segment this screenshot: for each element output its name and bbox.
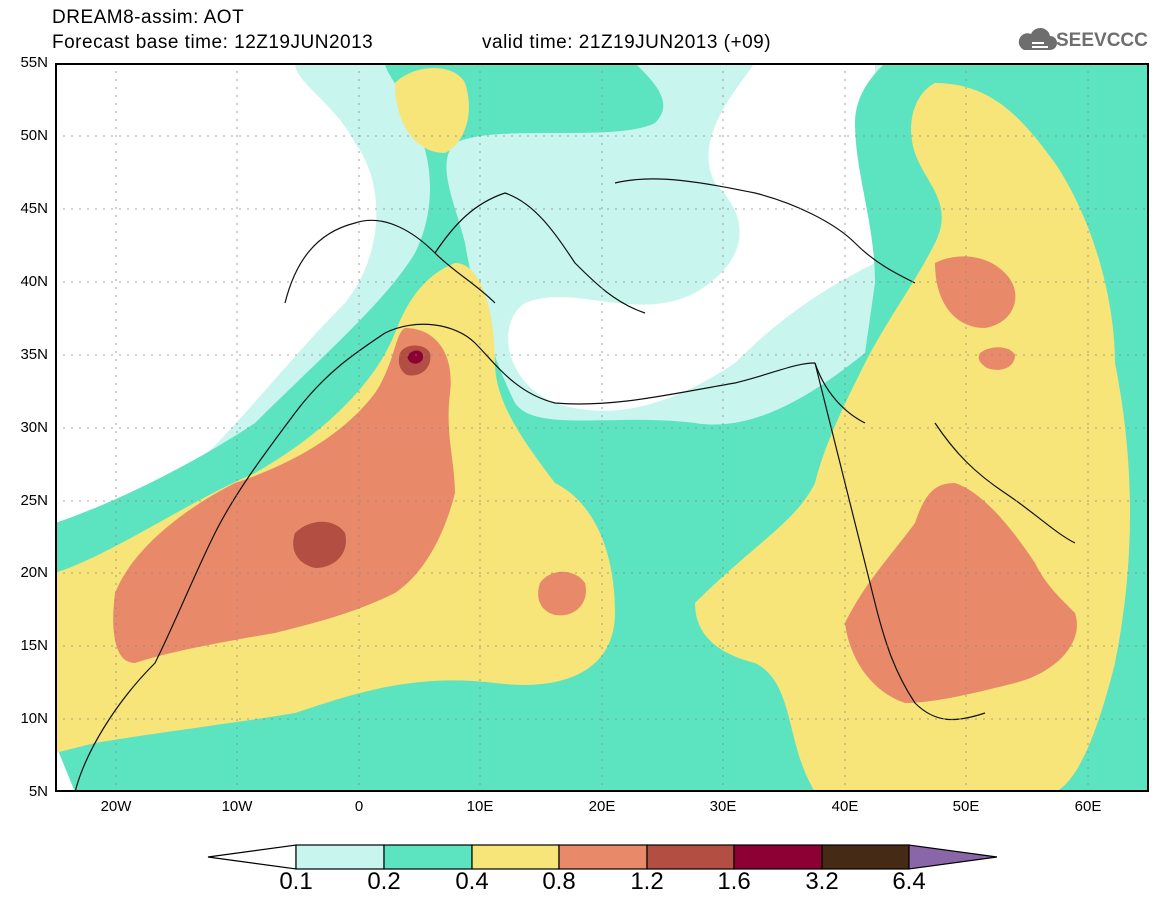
lon-label-10e: 10E: [466, 798, 494, 815]
legend-swatch: [383, 844, 473, 870]
graticule: [55, 63, 1149, 792]
legend-swatch: [821, 844, 910, 870]
legend-arrow-high: [908, 844, 998, 870]
lat-label-30n: 30N: [20, 419, 48, 436]
map-area: [55, 63, 1149, 792]
lon-label-40e: 40E: [831, 798, 859, 815]
lat-label-20n: 20N: [20, 564, 48, 581]
lon-label-20e: 20E: [588, 798, 616, 815]
lon-label-60e: 60E: [1074, 798, 1102, 815]
cloud-icon: [1018, 27, 1057, 50]
aot-band-1.6: [407, 350, 424, 364]
aot-map: [55, 63, 1149, 792]
lat-label-35n: 35N: [20, 346, 48, 363]
legend-value: 1.6: [717, 868, 751, 895]
lon-label-30e: 30E: [709, 798, 737, 815]
lon-label-10w: 10W: [221, 798, 253, 815]
legend-value: 0.2: [367, 868, 401, 895]
lon-label-20w: 20W: [100, 798, 132, 815]
legend-swatch: [733, 844, 823, 870]
valid-time: valid time: 21Z19JUN2013 (+09): [482, 32, 772, 53]
lat-label-50n: 50N: [20, 127, 48, 144]
map-title: DREAM8-assim: AOT: [52, 7, 245, 28]
coastlines: [74, 178, 1076, 792]
lat-label-40n: 40N: [20, 273, 48, 290]
lat-label-45n: 45N: [20, 200, 48, 217]
legend-value: 6.4: [892, 868, 926, 895]
lat-label-10n: 10N: [20, 710, 48, 727]
legend-value: 0.4: [455, 868, 489, 895]
lat-label-25n: 25N: [20, 492, 48, 509]
lon-label-50e: 50E: [952, 798, 980, 815]
lat-label-55n: 55N: [20, 54, 48, 71]
lat-label-5n: 5N: [28, 783, 48, 800]
legend-swatch: [558, 844, 648, 870]
forecast-base-time: Forecast base time: 12Z19JUN2013: [52, 32, 374, 53]
legend-swatch: [295, 844, 385, 870]
legend-arrow-low: [207, 844, 297, 870]
legend-value: 1.2: [630, 868, 664, 895]
logo-text: SEEVCCC: [1056, 30, 1148, 51]
legend-swatch: [646, 844, 735, 870]
lon-label-0: 0: [354, 798, 364, 815]
lat-label-15n: 15N: [20, 637, 48, 654]
aot-band-0.8: [113, 256, 1077, 703]
map-border: [55, 63, 1149, 792]
legend-value: 3.2: [805, 868, 839, 895]
legend-value: 0.8: [542, 868, 576, 895]
legend-value: 0.1: [279, 868, 313, 895]
legend-swatch: [471, 844, 560, 870]
